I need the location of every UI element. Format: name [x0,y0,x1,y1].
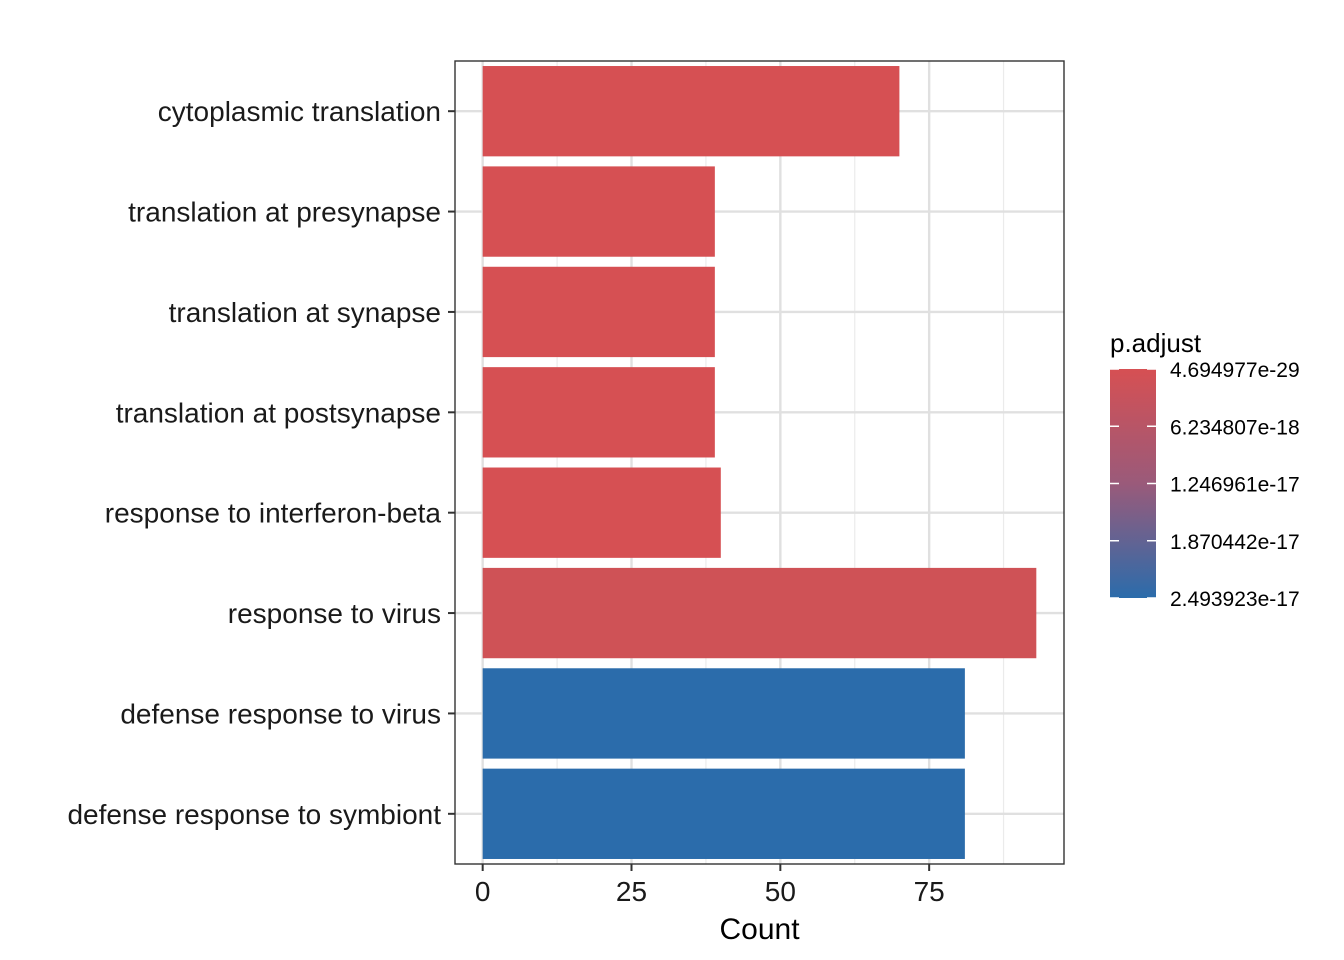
bar-response-to-virus [482,567,1037,659]
bar-translation-at-presynapse [482,166,715,257]
legend-title: p.adjust [1110,328,1202,358]
y-tick-label: response to interferon-beta [105,498,442,529]
bars-group [482,66,1037,859]
bar-defense-response-to-virus [482,668,965,759]
y-tick-label: response to virus [228,598,441,629]
bar-translation-at-postsynapse [482,367,715,458]
legend-label: 2.493923e-17 [1170,588,1300,611]
y-tick-label: cytoplasmic translation [158,96,441,127]
x-axis: 0 25 50 75 [475,864,945,907]
y-tick-label: translation at postsynapse [116,397,441,428]
bar-translation-at-synapse [482,266,715,358]
x-tick-label: 75 [914,876,945,907]
bar-cytoplasmic-translation [482,66,900,157]
y-tick-label: defense response to symbiont [67,799,441,830]
panel-border-group [454,60,1065,865]
legend-label: 1.246961e-17 [1170,473,1300,496]
legend-label: 4.694977e-29 [1170,359,1300,382]
legend-label: 1.870442e-17 [1170,531,1300,554]
y-tick-label: translation at presynapse [128,197,441,228]
bar-response-to-interferon-beta [482,467,721,558]
x-axis-title: Count [719,913,800,946]
y-tick-label: translation at synapse [169,297,441,328]
bar-defense-response-to-symbiont [482,768,965,859]
x-tick-label: 25 [616,876,647,907]
panel-border [454,60,1065,865]
y-tick-label: defense response to virus [120,698,441,729]
y-axis: cytoplasmic translation translation at pr… [67,96,455,830]
legend-label: 6.234807e-18 [1170,416,1300,439]
color-legend: p.adjust 4.694977e-29 6.234807e-18 1.24696… [1110,328,1300,611]
x-tick-label: 50 [765,876,796,907]
x-tick-label: 0 [475,876,491,907]
